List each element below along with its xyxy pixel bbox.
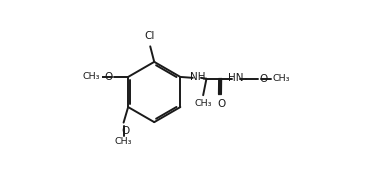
- Text: O: O: [259, 74, 268, 84]
- Text: CH₃: CH₃: [115, 137, 132, 146]
- Text: CH₃: CH₃: [194, 99, 212, 108]
- Text: O: O: [105, 72, 113, 82]
- Text: Cl: Cl: [144, 31, 154, 40]
- Text: CH₃: CH₃: [82, 72, 100, 82]
- Text: O: O: [121, 126, 129, 136]
- Text: O: O: [217, 99, 225, 109]
- Text: HN: HN: [228, 73, 244, 83]
- Text: CH₃: CH₃: [272, 74, 290, 83]
- Text: NH: NH: [190, 72, 205, 82]
